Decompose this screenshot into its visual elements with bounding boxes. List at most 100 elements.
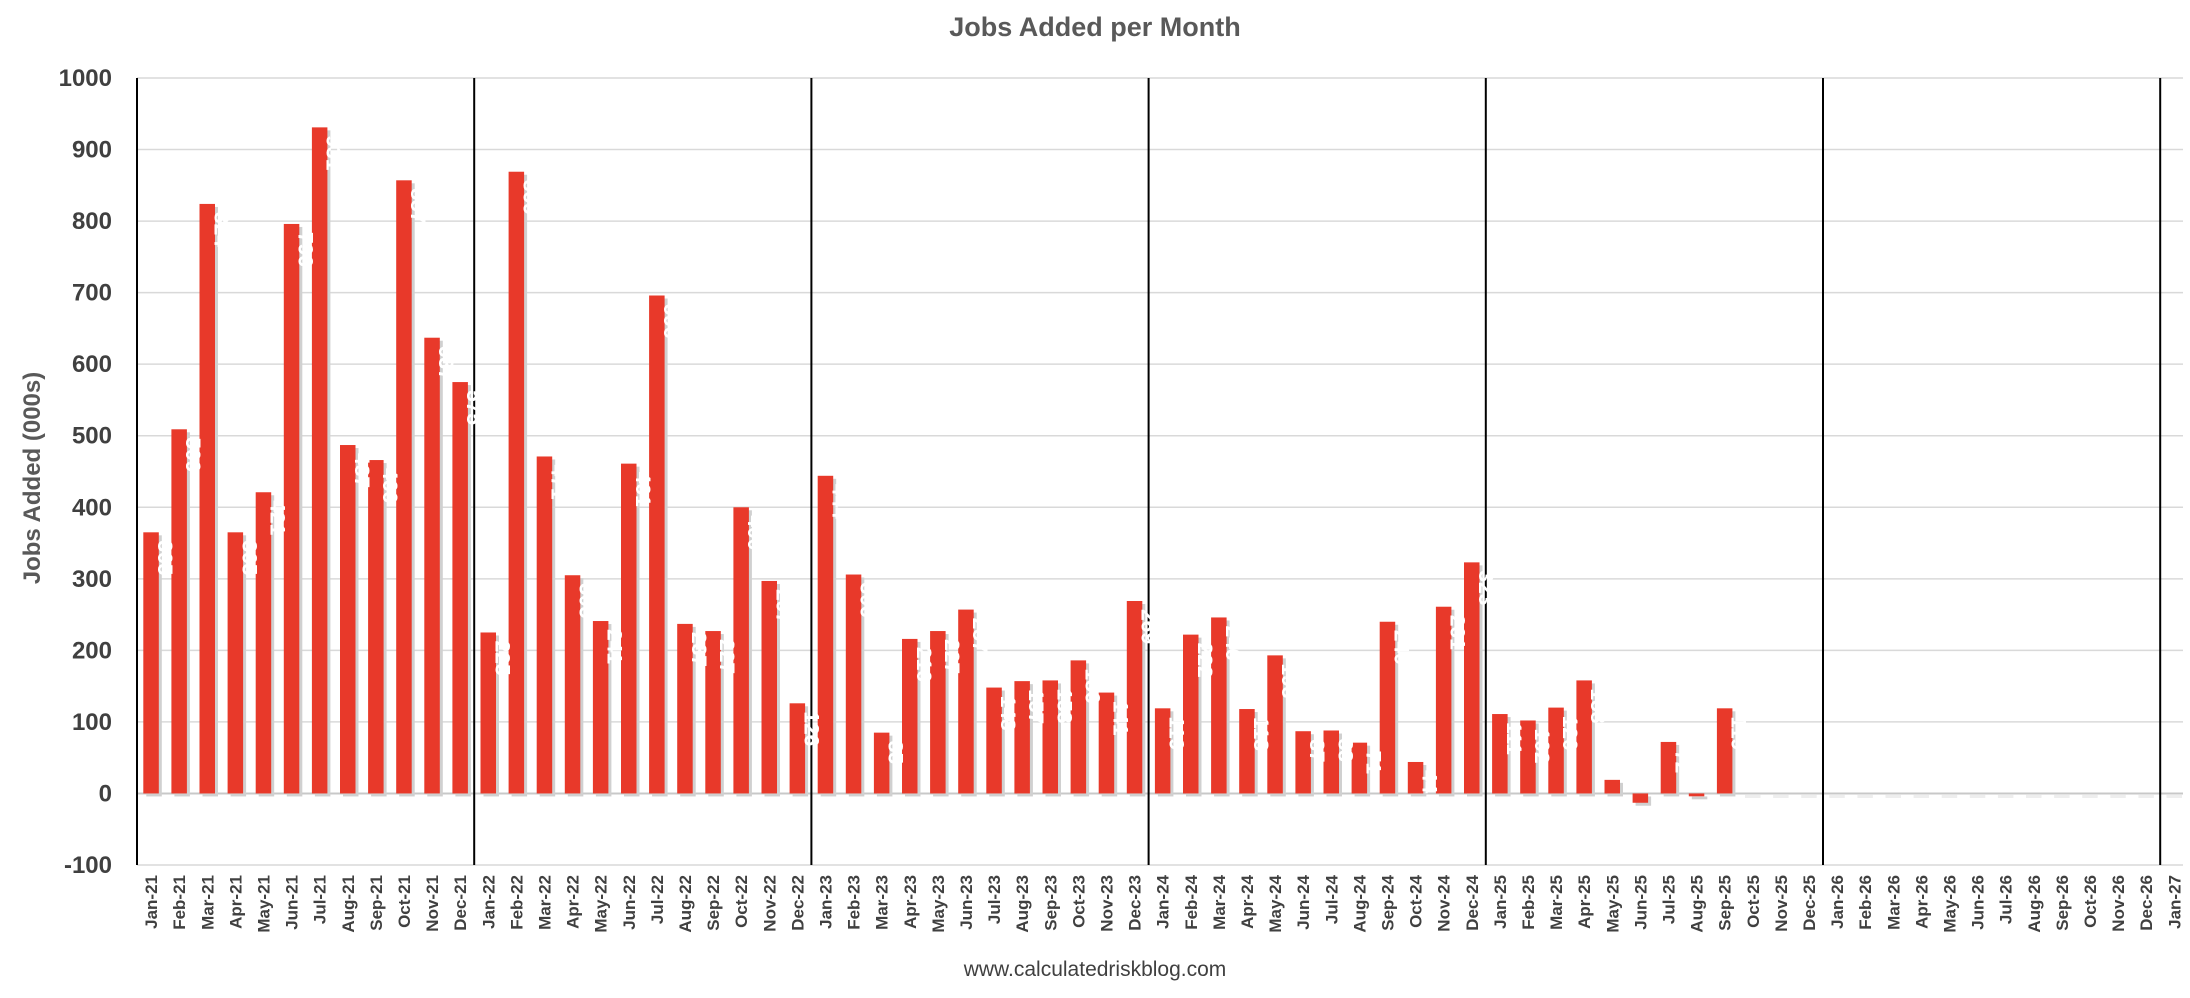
bar xyxy=(1098,692,1115,794)
data-label: 87 xyxy=(1305,739,1328,762)
bar xyxy=(1351,742,1368,794)
y-tick-label: -100 xyxy=(64,852,112,879)
x-tick-label: Oct-21 xyxy=(395,875,414,928)
x-tick-label: May-26 xyxy=(1940,875,1959,933)
data-label: 158 xyxy=(1586,688,1609,723)
x-tick-label: Dec-25 xyxy=(1800,875,1819,931)
x-tick-label: Jan-22 xyxy=(479,875,498,929)
bar xyxy=(958,609,974,794)
bar xyxy=(1042,680,1058,794)
x-tick-label: Sep-22 xyxy=(704,875,723,931)
x-tick-label: Jul-25 xyxy=(1659,875,1678,924)
data-label: 227 xyxy=(715,639,738,674)
bar xyxy=(1716,708,1733,794)
x-tick-label: Jun-25 xyxy=(1631,875,1650,930)
bar xyxy=(1520,720,1536,794)
x-tick-label: Jul-21 xyxy=(311,875,330,924)
bar xyxy=(143,532,159,794)
data-label: 241 xyxy=(603,629,626,664)
bar xyxy=(1576,680,1592,794)
bar xyxy=(396,180,412,794)
x-tick-label: Sep-23 xyxy=(1041,875,1060,931)
data-label: 141 xyxy=(1108,701,1131,736)
x-tick-label: Jul-26 xyxy=(1997,875,2016,924)
bar xyxy=(1604,779,1620,794)
data-label: 85 xyxy=(884,741,907,765)
bar xyxy=(480,632,496,794)
x-tick-label: Mar-22 xyxy=(535,875,554,930)
bar xyxy=(171,429,187,794)
bar xyxy=(1492,714,1508,794)
x-tick-label: Aug-26 xyxy=(2025,875,2044,933)
data-label: 444 xyxy=(827,484,850,519)
bar xyxy=(283,223,300,794)
x-tick-label: May-22 xyxy=(592,875,611,933)
x-tick-label: Aug-22 xyxy=(676,875,695,933)
data-label: 306 xyxy=(856,583,879,618)
x-tick-label: Dec-24 xyxy=(1463,874,1482,930)
bar xyxy=(621,463,637,794)
data-label: 869 xyxy=(518,180,541,215)
data-label: 637 xyxy=(434,346,457,381)
data-label: 120 xyxy=(1558,716,1581,751)
x-tick-label: Aug-24 xyxy=(1350,874,1369,932)
x-tick-label: Mar-24 xyxy=(1210,874,1229,929)
x-tick-label: May-23 xyxy=(929,875,948,933)
bar xyxy=(536,456,553,794)
x-tick-label: Mar-25 xyxy=(1547,875,1566,930)
bar xyxy=(733,507,749,794)
x-tick-label: Dec-26 xyxy=(2137,875,2156,931)
data-label: 575 xyxy=(462,390,485,425)
data-label: 421 xyxy=(265,500,288,535)
data-label: 222 xyxy=(1193,643,1216,678)
x-tick-label: Jun-23 xyxy=(957,875,976,930)
data-label: 400 xyxy=(743,515,766,550)
x-tick-label: Jun-24 xyxy=(1294,874,1313,929)
data-label: 471 xyxy=(546,464,569,499)
data-label: 186 xyxy=(1080,668,1103,703)
bar xyxy=(845,574,862,794)
data-label: 240 xyxy=(1389,630,1412,665)
bar-shadow xyxy=(1691,796,1708,800)
bar xyxy=(1464,562,1480,794)
y-tick-label: 300 xyxy=(72,566,112,593)
x-tick-label: Jan-27 xyxy=(2165,875,2184,929)
x-tick-label: Apr-23 xyxy=(901,875,920,929)
data-label: 931 xyxy=(322,135,345,170)
data-label: 71 xyxy=(1361,751,1384,775)
x-tick-label: Jun-21 xyxy=(283,875,302,930)
x-tick-label: Dec-22 xyxy=(788,875,807,931)
x-tick-label: Jun-22 xyxy=(620,875,639,930)
source-note: www.calculatedriskblog.com xyxy=(963,958,1227,981)
x-tick-label: Apr-22 xyxy=(564,875,583,929)
bar xyxy=(592,621,609,794)
x-tick-label: Apr-24 xyxy=(1238,874,1257,928)
y-tick-label: 0 xyxy=(99,780,112,807)
y-tick-label: 900 xyxy=(72,137,112,164)
bar xyxy=(817,475,834,794)
data-label: 88 xyxy=(1333,738,1356,762)
y-tick-label: 400 xyxy=(72,494,112,521)
x-tick-label: Oct-24 xyxy=(1407,874,1426,927)
data-label: 126 xyxy=(799,711,822,746)
x-tick-label: Jan-24 xyxy=(1154,874,1173,928)
x-tick-label: Feb-26 xyxy=(1856,875,1875,930)
bar xyxy=(1688,793,1705,797)
data-label: 857 xyxy=(406,188,429,223)
data-label: 323 xyxy=(1474,570,1497,605)
x-tick-label: Jun-26 xyxy=(1969,875,1988,930)
data-label: 796 xyxy=(294,232,317,267)
bar xyxy=(424,337,440,794)
y-axis-ticks: -100 0 100 200 300 400 500 600 700 800 900 1000 xyxy=(59,65,112,879)
bar xyxy=(1211,617,1227,794)
data-label: 466 xyxy=(378,468,401,503)
data-label: 696 xyxy=(659,303,682,338)
bar xyxy=(761,580,777,794)
year-dividers xyxy=(136,78,2162,865)
chart-title: Jobs Added per Month xyxy=(949,12,1241,42)
bar xyxy=(1183,634,1199,794)
y-tick-label: 600 xyxy=(72,351,112,378)
bar xyxy=(1632,793,1649,803)
bar xyxy=(986,687,1002,794)
